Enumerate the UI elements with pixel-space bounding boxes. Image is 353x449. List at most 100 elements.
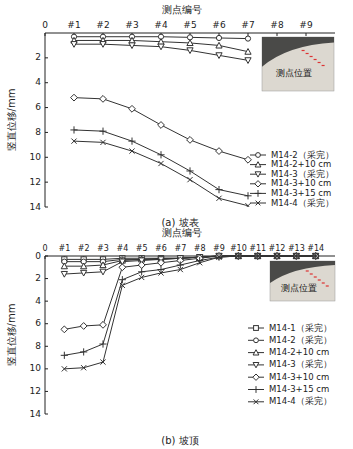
x-tick-label: #9 — [299, 20, 313, 30]
inset-point — [306, 53, 309, 54]
point — [139, 275, 144, 280]
inset-point — [310, 273, 313, 274]
x-tick-label: #6 — [155, 244, 167, 253]
y-tick-label: 0 — [35, 251, 41, 261]
x-tick-label: #5 — [183, 20, 196, 30]
point — [216, 42, 222, 48]
y-tick — [45, 368, 48, 369]
x-tick-label: #4 — [116, 244, 128, 253]
x-tick-label: #7 — [241, 20, 254, 30]
x-tick-label: #6 — [212, 20, 226, 30]
series-line — [64, 256, 315, 329]
point — [236, 253, 241, 258]
point — [128, 138, 135, 145]
point — [216, 255, 221, 260]
x-tick-label: #3 — [97, 244, 109, 253]
inset-point — [318, 62, 321, 63]
x-tick-label: #1 — [67, 20, 80, 30]
point — [216, 35, 221, 40]
point — [186, 167, 193, 174]
point — [61, 326, 68, 333]
point — [187, 136, 194, 143]
x-tick — [45, 33, 46, 36]
y-axis — [45, 256, 46, 414]
x-tick-label: #1 — [58, 244, 70, 253]
x-tick — [306, 33, 307, 36]
inset-point — [314, 276, 317, 277]
legend-marker — [254, 326, 259, 331]
y-tick-label: 10 — [30, 152, 42, 162]
y-tick — [45, 391, 48, 392]
y-tick-label: 4 — [35, 77, 41, 87]
inset-point — [306, 270, 309, 271]
y-tick-label: 6 — [35, 102, 41, 112]
point — [100, 321, 107, 328]
y-tick — [45, 82, 48, 83]
legend-label: M14-3（采完） — [271, 169, 334, 179]
y-tick-label: 10 — [30, 363, 42, 373]
inset-shape — [262, 37, 334, 67]
point — [215, 186, 222, 193]
y-tick-label: 12 — [30, 177, 41, 187]
y-tick — [45, 414, 48, 415]
point — [61, 352, 68, 359]
x-tick — [277, 33, 278, 36]
legend-marker — [255, 190, 262, 197]
legend-marker — [255, 172, 261, 177]
legend-label: M14-4（采完） — [271, 198, 334, 208]
x-tick-label: #11 — [249, 244, 266, 253]
point — [245, 203, 250, 207]
point — [245, 49, 251, 55]
legend-marker — [253, 386, 260, 393]
x-tick-label: 0 — [42, 20, 48, 30]
y-axis — [45, 33, 46, 207]
point — [80, 348, 87, 355]
y-tick-label: 14 — [30, 409, 42, 419]
x-tick-label: #4 — [154, 20, 168, 30]
y-axis-label: 竖直位移/mm — [6, 304, 17, 367]
legend-label: M14-1（采完） — [269, 323, 332, 333]
y-tick-label: 8 — [35, 341, 41, 351]
legend-label: M14-2（采完） — [269, 335, 332, 345]
x-tick-label: #8 — [270, 20, 284, 30]
x-tick-label: #5 — [136, 244, 148, 253]
point — [138, 268, 145, 275]
inset-label: 测点位置 — [276, 68, 312, 78]
series-line — [74, 98, 248, 160]
inset-point — [310, 56, 313, 57]
legend-label: M14-3+10 cm — [269, 372, 329, 382]
legend-marker — [255, 181, 261, 187]
y-tick-label: 14 — [30, 202, 42, 212]
point — [100, 42, 106, 48]
legend-label: M14-3（采完） — [269, 359, 332, 369]
inset-point — [322, 65, 325, 66]
x-tick-label: #7 — [174, 244, 186, 253]
legend-marker — [254, 338, 259, 343]
inset-shape — [270, 261, 335, 283]
x-tick-label: #12 — [269, 244, 286, 253]
point — [294, 253, 299, 258]
x-tick-label: #10 — [230, 244, 247, 253]
plot-area — [70, 34, 251, 207]
legend-marker — [254, 399, 259, 404]
y-tick-label: 12 — [30, 386, 41, 396]
point — [119, 276, 126, 283]
legend-label: M14-3+10 cm — [271, 178, 331, 188]
point — [158, 259, 165, 266]
x-tick-label: #2 — [96, 20, 109, 30]
point — [274, 253, 279, 258]
point — [216, 148, 223, 155]
y-tick-label: 8 — [35, 127, 41, 137]
point — [129, 43, 135, 49]
point — [313, 253, 318, 258]
inset-point — [314, 59, 317, 60]
series-line — [74, 130, 248, 196]
point — [178, 267, 183, 272]
figure: 测点编号0#1#2#3#4#5#6#7#8#92468101214竖直位移/mm… — [0, 0, 353, 449]
point — [187, 40, 193, 46]
legend-marker — [255, 162, 261, 167]
x-tick-label: #9 — [213, 244, 225, 253]
point — [100, 95, 107, 102]
inset-point — [322, 282, 325, 283]
point — [245, 156, 252, 163]
